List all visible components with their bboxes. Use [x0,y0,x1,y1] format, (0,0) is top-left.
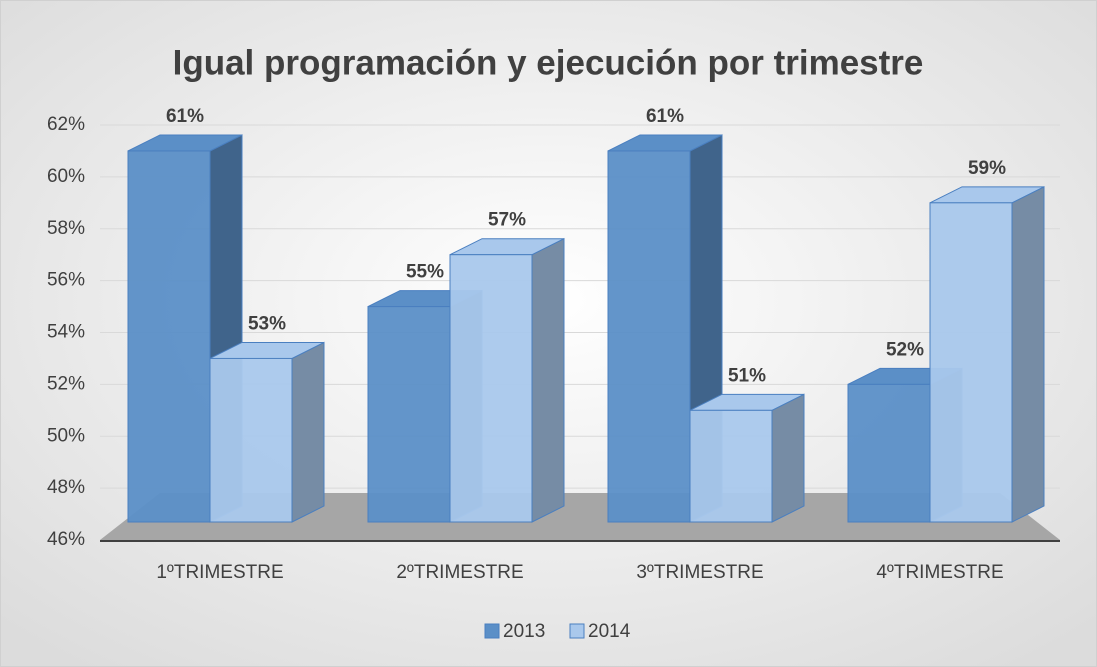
y-tick-label: 46% [47,529,85,550]
y-tick-label: 48% [47,477,85,498]
bar-front [449,254,533,523]
bar-side [1011,186,1045,523]
y-tick-label: 62% [47,114,85,135]
bar-side [531,237,565,523]
bar [929,186,1045,523]
data-label: 52% [886,339,924,360]
data-label: 61% [166,106,204,127]
data-label: 57% [488,210,526,231]
data-label: 51% [728,365,766,386]
floor [100,493,1060,540]
legend-swatch [484,623,500,639]
bar [209,341,325,523]
bar-front [367,306,451,523]
y-tick-label: 56% [47,270,85,291]
x-tick-label: 4ºTRIMESTRE [876,562,1003,583]
legend-label: 2014 [588,621,631,642]
bar [449,237,565,523]
bar-front [929,202,1013,523]
y-tick-label: 52% [47,373,85,394]
x-tick-label: 2ºTRIMESTRE [396,562,523,583]
data-label: 61% [646,106,684,127]
bar-front [607,150,691,523]
data-label: 53% [248,313,286,334]
bar-front [209,357,293,523]
y-tick-label: 54% [47,322,85,343]
y-tick-label: 58% [47,218,85,239]
y-tick-label: 50% [47,425,85,446]
bar-front [847,383,931,523]
data-label: 59% [968,158,1006,179]
chart-title: Igual programación y ejecución por trime… [173,43,924,82]
x-tick-label: 1ºTRIMESTRE [156,562,283,583]
bar-side [771,393,805,523]
x-tick-label: 3ºTRIMESTRE [636,562,763,583]
bar-side [291,341,325,523]
legend-label: 2013 [503,621,545,642]
legend-swatch [569,623,585,639]
bar-front [127,150,211,523]
bar [689,393,805,523]
bar-front [689,409,773,523]
data-label: 55% [406,262,444,283]
y-tick-label: 60% [47,166,85,187]
